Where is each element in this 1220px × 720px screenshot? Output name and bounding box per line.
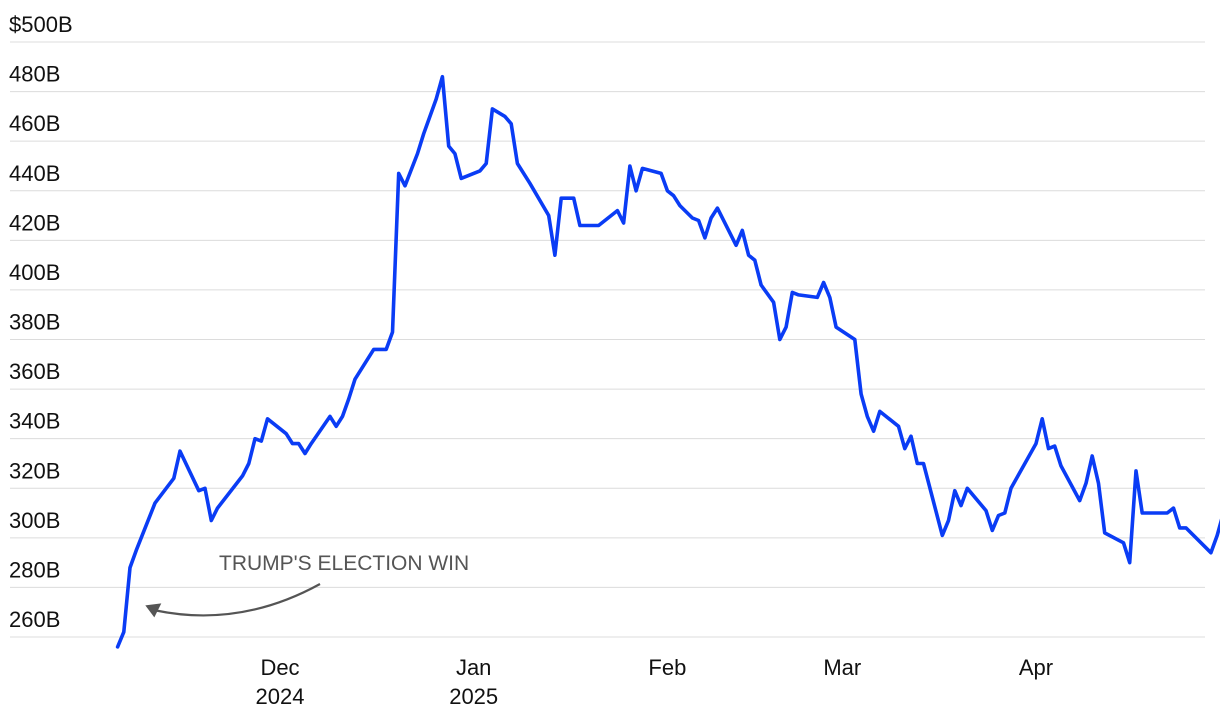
y-tick-label: 380B (9, 310, 60, 335)
annotation-arrowhead (145, 603, 162, 618)
y-tick-label: 480B (9, 62, 60, 87)
y-tick-label: 440B (9, 161, 60, 186)
annotation-label: TRUMP'S ELECTION WIN (219, 552, 469, 575)
y-tick-label: 400B (9, 260, 60, 285)
annotation-arrow (155, 583, 321, 617)
annotation: TRUMP'S ELECTION WIN (145, 552, 469, 618)
y-tick-label: 300B (9, 508, 60, 533)
y-tick-label: 420B (9, 210, 60, 235)
x-tick-label: Jan (456, 655, 491, 680)
y-tick-label: 320B (9, 458, 60, 483)
series-line (115, 74, 1220, 649)
y-tick-label: 340B (9, 409, 60, 434)
y-tick-label: 360B (9, 359, 60, 384)
x-tick-label: Feb (648, 655, 686, 680)
x-tick-sublabel: 2024 (256, 684, 305, 709)
x-tick-label: Dec (260, 655, 299, 680)
y-axis-ticks: 260B 280B 300B 320B 340B 360B 380B 400B 420B 440B… (9, 12, 73, 632)
x-tick-label: Apr (1019, 655, 1053, 680)
y-tick-label: 460B (9, 111, 60, 136)
x-tick-sublabel: 2025 (449, 684, 498, 709)
y-tick-label: $500B (9, 12, 73, 37)
x-axis-ticks: Dec 2024 Jan 2025 Feb Mar Apr (256, 655, 1054, 709)
gridlines (10, 41, 1205, 638)
y-tick-label: 260B (9, 607, 60, 632)
x-tick-label: Mar (823, 655, 861, 680)
y-tick-label: 280B (9, 557, 60, 582)
